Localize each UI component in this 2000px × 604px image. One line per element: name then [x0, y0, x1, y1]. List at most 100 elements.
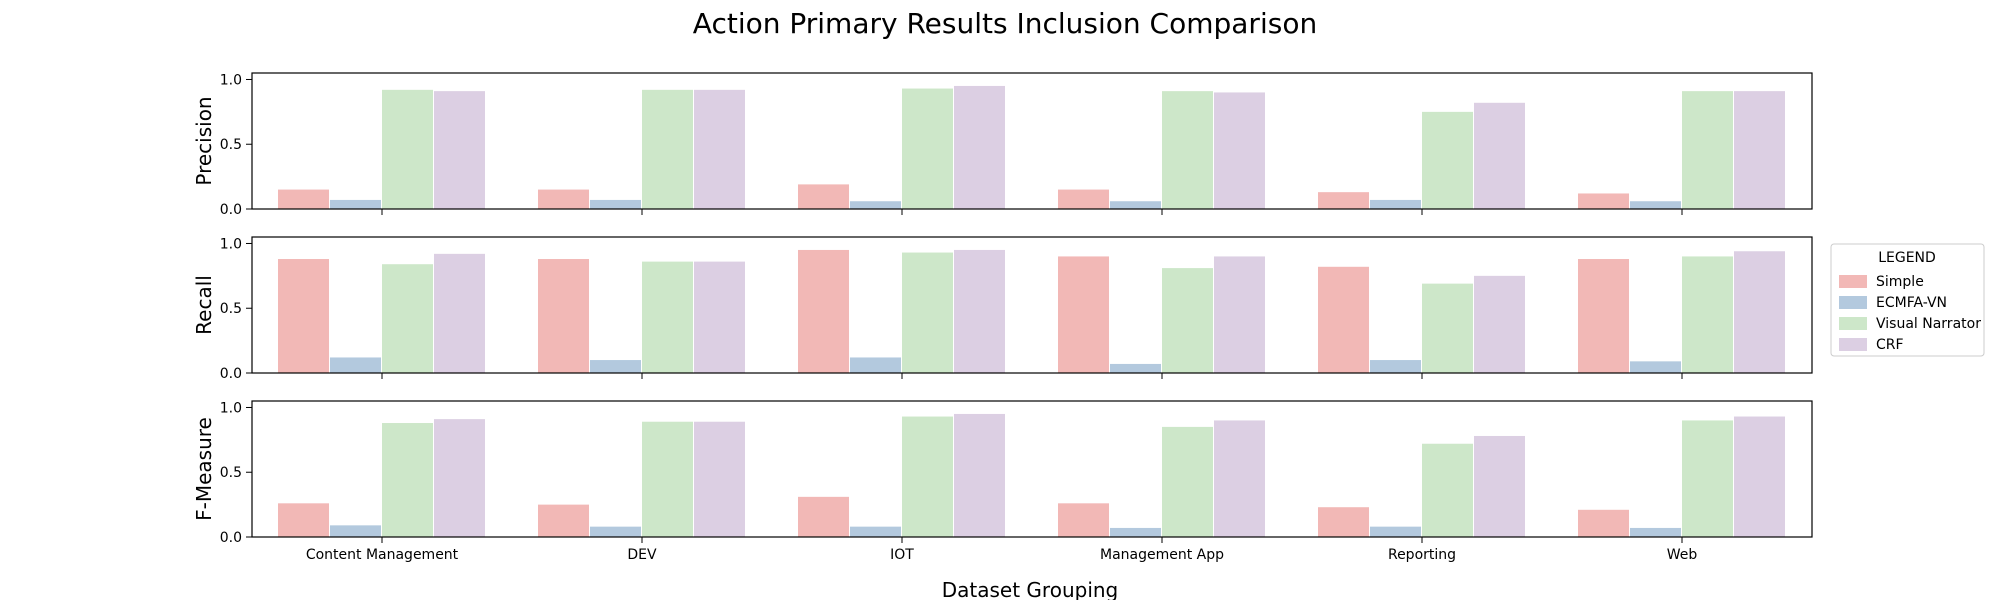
bar-visual-narrator-dev — [642, 261, 693, 373]
bar-crf-iot — [954, 413, 1005, 537]
bar-simple-reporting — [1318, 192, 1369, 209]
bar-visual-narrator-content-management — [382, 89, 433, 209]
bar-visual-narrator-management-app — [1162, 268, 1213, 373]
bar-visual-narrator-reporting — [1422, 111, 1473, 209]
bar-ecmfa-vn-web — [1630, 361, 1681, 373]
bar-visual-narrator-web — [1682, 420, 1733, 537]
bar-simple-web — [1578, 193, 1629, 209]
x-tick-label: Content Management — [306, 547, 459, 563]
x-tick-label: Web — [1667, 547, 1698, 563]
bar-ecmfa-vn-management-app — [1110, 527, 1161, 537]
bar-crf-management-app — [1214, 256, 1265, 373]
legend-entry-label: CRF — [1876, 337, 1904, 353]
y-tick-label: 1.0 — [220, 72, 242, 88]
bar-crf-dev — [694, 421, 745, 537]
legend-swatch — [1839, 296, 1867, 309]
bar-simple-content-management — [278, 259, 329, 373]
bar-crf-reporting — [1474, 435, 1525, 537]
bar-visual-narrator-content-management — [382, 423, 433, 537]
bar-visual-narrator-web — [1682, 256, 1733, 373]
bar-ecmfa-vn-web — [1630, 201, 1681, 209]
x-tick-label: IOT — [890, 547, 914, 563]
y-tick-label: 1.0 — [220, 236, 242, 252]
x-axis-label: Dataset Grouping — [942, 578, 1119, 600]
bar-crf-web — [1734, 91, 1785, 209]
y-tick-label: 0.0 — [220, 366, 242, 382]
bar-visual-narrator-dev — [642, 89, 693, 209]
bar-simple-iot — [798, 496, 849, 537]
bar-visual-narrator-content-management — [382, 264, 433, 373]
legend-title: LEGEND — [1878, 250, 1936, 266]
bar-crf-web — [1734, 251, 1785, 373]
legend-entry-label: ECMFA-VN — [1876, 295, 1947, 311]
plot-frame — [251, 400, 1813, 538]
bar-ecmfa-vn-content-management — [330, 525, 381, 537]
bar-ecmfa-vn-reporting — [1370, 199, 1421, 209]
bar-simple-web — [1578, 509, 1629, 537]
y-axis-label: Precision — [192, 96, 216, 185]
bar-crf-dev — [694, 89, 745, 209]
bar-simple-dev — [538, 504, 589, 537]
bar-crf-iot — [954, 249, 1005, 373]
bar-crf-content-management — [434, 253, 485, 373]
y-tick-label: 1.0 — [220, 400, 242, 416]
bar-ecmfa-vn-dev — [590, 526, 641, 537]
bar-ecmfa-vn-reporting — [1370, 526, 1421, 537]
plot-frame — [251, 72, 1813, 210]
subplot-panels: 0.00.51.0Precision0.00.51.0Recall0.00.51… — [192, 72, 1813, 563]
bar-crf-management-app — [1214, 420, 1265, 537]
bar-ecmfa-vn-web — [1630, 527, 1681, 537]
legend-swatch — [1839, 275, 1867, 288]
bar-visual-narrator-iot — [902, 88, 953, 209]
bar-visual-narrator-management-app — [1162, 426, 1213, 537]
bar-crf-management-app — [1214, 92, 1265, 209]
bar-ecmfa-vn-reporting — [1370, 360, 1421, 373]
legend-entries: Simple ECMFA-VN Visual Narrator CRF — [1839, 274, 1981, 353]
bar-crf-reporting — [1474, 275, 1525, 373]
bar-ecmfa-vn-management-app — [1110, 201, 1161, 209]
y-tick-label: 0.5 — [220, 301, 242, 317]
bar-ecmfa-vn-dev — [590, 199, 641, 209]
bar-crf-content-management — [434, 91, 485, 209]
bar-simple-content-management — [278, 189, 329, 209]
bar-simple-dev — [538, 189, 589, 209]
bar-ecmfa-vn-iot — [850, 201, 901, 209]
bar-visual-narrator-web — [1682, 91, 1733, 209]
bar-visual-narrator-iot — [902, 252, 953, 373]
chart-title: Action Primary Results Inclusion Compari… — [693, 7, 1317, 40]
bar-ecmfa-vn-dev — [590, 360, 641, 373]
bar-ecmfa-vn-iot — [850, 526, 901, 537]
legend-swatch — [1839, 317, 1867, 330]
bar-simple-reporting — [1318, 266, 1369, 373]
bar-visual-narrator-iot — [902, 416, 953, 537]
bar-ecmfa-vn-content-management — [330, 199, 381, 209]
y-tick-label: 0.5 — [220, 137, 242, 153]
bar-visual-narrator-reporting — [1422, 443, 1473, 537]
y-axis-label: Recall — [192, 275, 216, 335]
bar-visual-narrator-dev — [642, 421, 693, 537]
y-tick-label: 0.5 — [220, 465, 242, 481]
bar-crf-reporting — [1474, 102, 1525, 209]
bar-ecmfa-vn-iot — [850, 357, 901, 373]
x-tick-label: DEV — [627, 547, 657, 563]
bar-simple-management-app — [1058, 189, 1109, 209]
legend: LEGEND Simple ECMFA-VN Visual Narrator CRF — [1830, 243, 1985, 357]
bar-simple-dev — [538, 259, 589, 373]
bar-crf-iot — [954, 85, 1005, 209]
bar-crf-content-management — [434, 419, 485, 537]
y-tick-label: 0.0 — [220, 530, 242, 546]
bar-simple-content-management — [278, 503, 329, 537]
legend-swatch — [1839, 338, 1867, 351]
legend-entry-label: Visual Narrator — [1876, 316, 1981, 332]
subplot-recall: 0.0 0.5 1.0 Recall — [192, 236, 1813, 382]
bar-ecmfa-vn-management-app — [1110, 363, 1161, 373]
bar-simple-iot — [798, 249, 849, 373]
x-tick-label: Reporting — [1388, 547, 1456, 563]
legend-frame — [1830, 243, 1985, 357]
bar-simple-management-app — [1058, 503, 1109, 537]
plot-frame — [251, 236, 1813, 374]
x-tick-label: Management App — [1100, 547, 1224, 563]
